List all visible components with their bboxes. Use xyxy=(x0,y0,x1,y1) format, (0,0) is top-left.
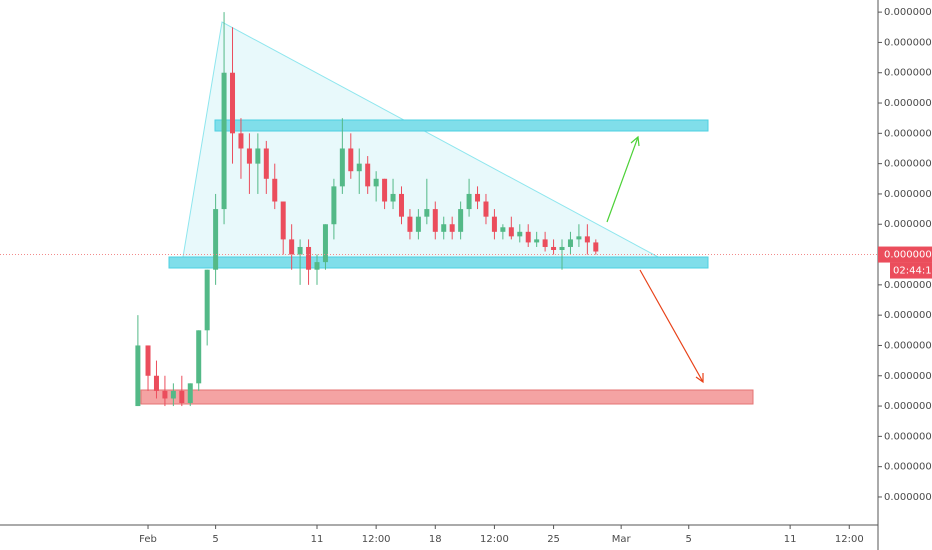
countdown: 02:44:18 xyxy=(893,266,932,277)
candle-body xyxy=(407,216,413,232)
candle-body xyxy=(517,231,523,237)
candle-body xyxy=(432,209,438,232)
up-arrow xyxy=(606,136,639,223)
y-tick-label: 0.00000030 xyxy=(884,128,932,139)
candle-body xyxy=(255,148,261,164)
candle-body xyxy=(551,246,557,250)
y-tick-label: 0.00000008 xyxy=(884,462,932,473)
candle-body xyxy=(187,383,193,404)
candle-body xyxy=(280,201,286,240)
down-arrow-head xyxy=(695,373,704,384)
candle-body xyxy=(475,193,481,202)
candle-body xyxy=(424,209,430,217)
x-tick-label: 12:00 xyxy=(362,534,391,545)
candle-body xyxy=(398,193,404,217)
y-tick-label: 0.00000032 xyxy=(884,98,932,109)
candle-body xyxy=(441,224,447,232)
candle-body xyxy=(221,72,227,210)
candle-body xyxy=(373,178,379,187)
candle-body xyxy=(213,209,219,270)
candle-body xyxy=(153,375,159,391)
candle-body xyxy=(263,148,269,179)
candle-body xyxy=(466,193,472,210)
candle-body xyxy=(449,224,455,232)
x-tick-label: 5 xyxy=(686,534,692,545)
y-tick-label: 0.00000038 xyxy=(884,7,932,18)
x-tick-label: 12:00 xyxy=(480,534,509,545)
x-tick-label: Feb xyxy=(139,534,157,545)
x-tick-label: 11 xyxy=(784,534,797,545)
candle-body xyxy=(170,390,176,399)
candle-body xyxy=(339,148,345,187)
x-tick-label: 5 xyxy=(212,534,218,545)
candle-body xyxy=(162,390,168,399)
candle-body xyxy=(204,269,210,331)
last-price-box xyxy=(878,246,932,263)
candle-body xyxy=(567,239,573,247)
candle-body xyxy=(500,227,506,232)
candle-body xyxy=(584,236,590,243)
candle-body xyxy=(593,242,599,252)
candle-body xyxy=(534,239,540,243)
candle-body xyxy=(289,239,295,255)
candle-body xyxy=(491,216,497,232)
candle-body xyxy=(365,163,371,187)
countdown-box xyxy=(890,262,932,279)
y-tick-label: 0.00000016 xyxy=(884,340,932,351)
candle-body xyxy=(483,201,489,217)
candle-body xyxy=(314,262,320,270)
x-tick-label: 18 xyxy=(429,534,442,545)
candle-body xyxy=(356,163,362,172)
candle-body xyxy=(238,133,244,149)
y-tick-label: 0.00000018 xyxy=(884,310,932,321)
candle-body xyxy=(230,72,236,134)
y-tick-label: 0.00000010 xyxy=(884,431,932,442)
candle-body xyxy=(145,345,151,376)
candle-body xyxy=(297,246,303,255)
y-tick-label: 0.00000028 xyxy=(884,159,932,170)
candle-body xyxy=(542,239,548,247)
candle-body xyxy=(348,148,354,172)
y-tick-label: 0.00000026 xyxy=(884,189,932,200)
candle-body xyxy=(525,231,531,243)
down-arrow xyxy=(639,269,704,383)
y-tick-label: 0.00000012 xyxy=(884,401,932,412)
resistance-zone xyxy=(214,119,709,132)
y-tick-label: 0.00000036 xyxy=(884,37,932,48)
target-zone xyxy=(140,389,754,405)
candle-body xyxy=(272,178,278,202)
candle-body xyxy=(559,246,565,250)
candle-body xyxy=(415,216,421,232)
candle-body xyxy=(322,224,328,263)
candle-body xyxy=(508,227,514,237)
last-price-label: 0.00000022 xyxy=(884,250,932,261)
x-tick-label: 25 xyxy=(547,534,560,545)
y-tick-label: 0.00000014 xyxy=(884,371,932,382)
candle-body xyxy=(576,236,582,240)
candle-body xyxy=(196,330,202,384)
y-tick-label: 0.00000034 xyxy=(884,68,932,79)
candle-body xyxy=(246,148,252,164)
drawings xyxy=(140,21,754,405)
y-tick-label: 0.00000020 xyxy=(884,280,932,291)
candle-body xyxy=(331,186,337,225)
x-tick-label: 11 xyxy=(311,534,324,545)
candle-body xyxy=(390,193,396,202)
support-zone xyxy=(168,256,709,269)
y-tick-label: 0.00000006 xyxy=(884,492,932,503)
x-tick-label: Mar xyxy=(612,534,632,545)
candle-body xyxy=(306,246,312,270)
candle-body xyxy=(458,209,464,232)
candle-body xyxy=(382,178,388,202)
y-tick-label: 0.00000024 xyxy=(884,219,932,230)
up-arrow-head xyxy=(630,135,640,147)
candle-body xyxy=(135,345,141,407)
candle-body xyxy=(179,390,185,404)
x-tick-label: 12:00 xyxy=(835,534,864,545)
